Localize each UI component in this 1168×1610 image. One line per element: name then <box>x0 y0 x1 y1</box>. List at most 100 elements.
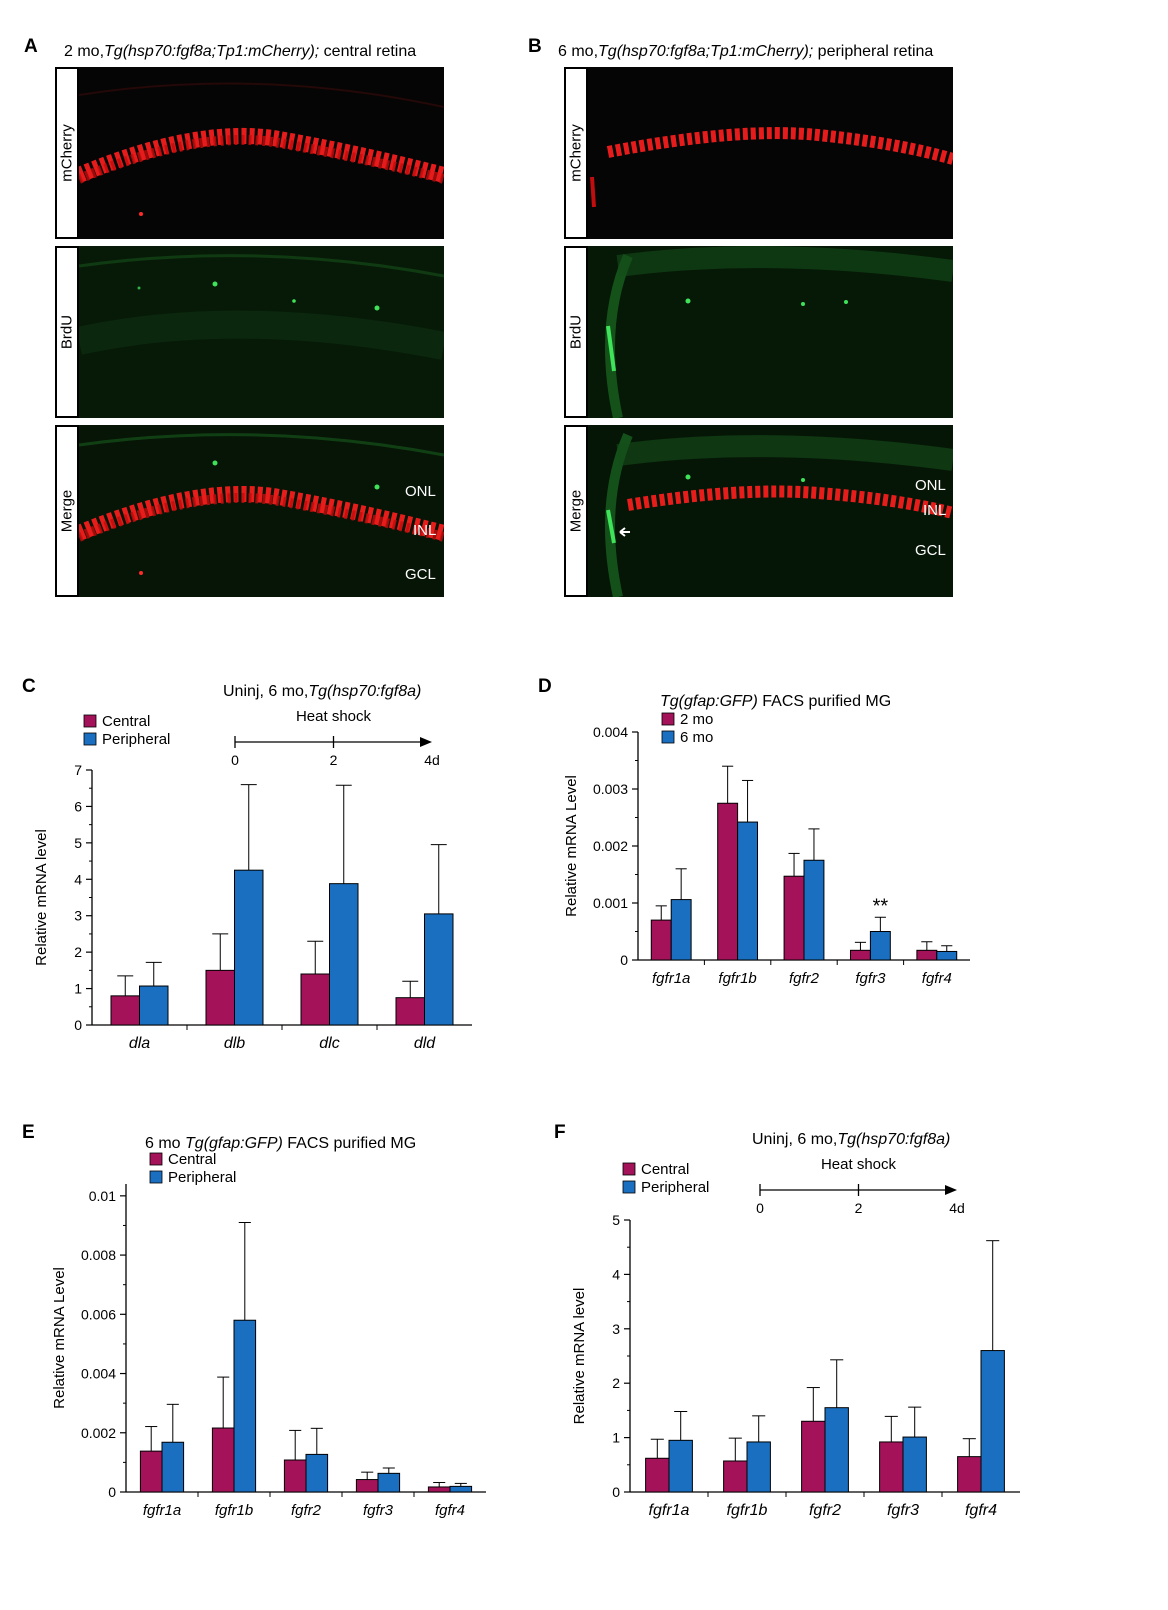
legend-swatch-2 <box>149 1170 163 1184</box>
panel-b-layer-onl: ONL <box>915 477 946 494</box>
panel-a-merge-picture <box>79 433 444 575</box>
panel-b-brdu-image <box>588 246 953 418</box>
chart-title-post: FACS purified MG <box>283 1135 416 1152</box>
panel-a-row-label-box-merge: Merge <box>55 425 79 597</box>
legend-label-1: Central <box>168 1151 216 1168</box>
panel-b-row-label-box-brdu: BrdU <box>564 246 588 418</box>
x-category-label: fgfr3 <box>363 1502 394 1519</box>
panel-a-brdu-picture <box>79 254 444 360</box>
bar-fgfr3-2 <box>377 1472 401 1493</box>
x-category-label: fgfr1b <box>727 1502 768 1519</box>
panel-a-row-label-box-brdu: BrdU <box>55 246 79 418</box>
panel-a-title-pre: 2 mo, <box>64 43 105 60</box>
bar-fgfr3-1 <box>355 1479 379 1493</box>
chart-e-title: 6 mo Tg(gfap:GFP) FACS purified MG <box>145 1135 416 1152</box>
y-tick-label: 5 <box>74 835 82 851</box>
y-tick-label: 4 <box>612 1266 620 1282</box>
bar-fgfr4-2 <box>980 1350 1005 1493</box>
panel-a-layer-onl: ONL <box>405 483 436 500</box>
panel-b-title-pre: 6 mo, <box>558 43 599 60</box>
chart-title-post: FACS purified MG <box>758 693 891 710</box>
panel-b-label: B <box>528 36 542 57</box>
bar-fgfr2-2 <box>803 859 825 961</box>
timeline-tick-label: 2 <box>855 1200 863 1216</box>
chart-c-title: Uninj, 6 mo,Tg(hsp70:fgf8a) <box>223 683 421 700</box>
chart-f-svg: F Uninj, 6 mo,Tg(hsp70:fgf8a) CentralPerip… <box>554 1122 1020 1519</box>
bar-fgfr1a-2 <box>161 1441 185 1493</box>
panel-b-row-label-box-merge: Merge <box>564 425 588 597</box>
panel-b-row-label-brdu: BrdU <box>567 314 585 350</box>
bar-fgfr3-1 <box>879 1441 904 1493</box>
legend-swatch-2 <box>622 1180 636 1194</box>
panel-a-row-label-box-mcherry: mCherry <box>55 67 79 239</box>
y-tick-label: 3 <box>612 1321 620 1337</box>
bar-dlc-2 <box>329 883 359 1026</box>
chart-c-panel-letter: C <box>22 676 36 697</box>
panel-b-layer-gcl: GCL <box>915 542 946 559</box>
x-category-label: fgfr4 <box>965 1502 997 1519</box>
bar-fgfr1b-2 <box>746 1441 771 1493</box>
legend-label-1: Central <box>102 713 150 730</box>
chart-panel-d: D Tg(gfap:GFP) FACS purified MG 2 mo 6 mo 0 0… <box>520 670 1000 1010</box>
x-category-label: fgfr1a <box>649 1502 690 1519</box>
timeline-label: Heat shock <box>821 1156 897 1173</box>
y-tick-label: 0.002 <box>593 838 628 854</box>
panel-a-label: A <box>24 36 38 57</box>
y-tick-label: 0 <box>108 1484 116 1500</box>
chart-title-genotype: Tg(gfap:GFP) <box>660 693 758 710</box>
chart-e-svg: E6 mo Tg(gfap:GFP) FACS purified MGCentr… <box>22 1122 486 1519</box>
chart-title-pre: Uninj, 6 mo, <box>223 683 308 700</box>
panel-a-layer-inl: INL <box>413 522 437 539</box>
chart-d-title: Tg(gfap:GFP) FACS purified MG <box>660 693 891 710</box>
legend-label-2: 6 mo <box>680 729 713 746</box>
y-tick-label: 0 <box>620 952 628 968</box>
y-tick-label: 0.004 <box>593 724 628 740</box>
y-tick-label: 0 <box>612 1484 620 1500</box>
legend-label-2: Peripheral <box>168 1169 236 1186</box>
chart-title-genotype: Tg(hsp70:fgf8a) <box>837 1131 950 1148</box>
bar-fgfr4-2 <box>449 1485 473 1493</box>
y-tick-label: 0.002 <box>81 1425 116 1441</box>
timeline-arrow-icon <box>945 1185 957 1195</box>
y-tick-label: 0.001 <box>593 895 628 911</box>
y-tick-label: 1 <box>74 981 82 997</box>
y-axis-label: Relative mRNA Level <box>563 775 580 917</box>
panel-b-row-label-mcherry: mCherry <box>567 124 585 182</box>
legend-swatch-1 <box>83 714 97 728</box>
bar-fgfr1a-1 <box>139 1450 163 1493</box>
x-category-label: fgfr3 <box>887 1502 919 1519</box>
panel-a-merge-image: ONL INL GCL <box>79 425 444 597</box>
bar-dla-1 <box>110 995 140 1026</box>
y-tick-label: 0 <box>74 1017 82 1033</box>
panel-b-row-label-box-mcherry: mCherry <box>564 67 588 239</box>
chart-title-pre: 6 mo <box>145 1135 185 1152</box>
x-category-label: fgfr3 <box>855 970 886 987</box>
chart-d-panel-letter: D <box>538 676 552 697</box>
y-tick-label: 3 <box>74 908 82 924</box>
legend-swatch-2 <box>661 730 675 744</box>
x-category-label: fgfr2 <box>789 970 820 987</box>
panel-b-title: 6 mo,Tg(hsp70:fgf8a;Tp1:mCherry); periph… <box>558 43 933 61</box>
legend-label-1: Central <box>641 1161 689 1178</box>
y-tick-label: 4 <box>74 871 82 887</box>
x-category-label: dlc <box>319 1035 339 1052</box>
y-tick-label: 0.006 <box>81 1306 116 1322</box>
bar-fgfr1a-2 <box>670 899 692 961</box>
bar-fgfr4-1 <box>916 949 938 961</box>
y-tick-label: 6 <box>74 798 82 814</box>
chart-title-pre: Uninj, 6 mo, <box>752 1131 837 1148</box>
legend-swatch-1 <box>149 1152 163 1166</box>
panel-a-row-label-mcherry: mCherry <box>58 124 76 182</box>
legend-swatch-2 <box>83 732 97 746</box>
bar-dld-2 <box>424 913 454 1026</box>
x-category-label: dld <box>414 1035 436 1052</box>
y-tick-label: 0.004 <box>81 1366 116 1382</box>
timeline-tick-label: 0 <box>231 752 239 768</box>
panel-a-title-genotype: Tg(hsp70:fgf8a;Tp1:mCherry); <box>104 43 320 60</box>
chart-title-genotype: Tg(gfap:GFP) <box>185 1135 283 1152</box>
bar-dlb-1 <box>205 969 235 1026</box>
legend-label-2: Peripheral <box>641 1179 709 1196</box>
bar-dlc-1 <box>300 973 330 1026</box>
y-tick-label: 2 <box>612 1375 620 1391</box>
panel-b-merge-picture <box>605 433 953 597</box>
